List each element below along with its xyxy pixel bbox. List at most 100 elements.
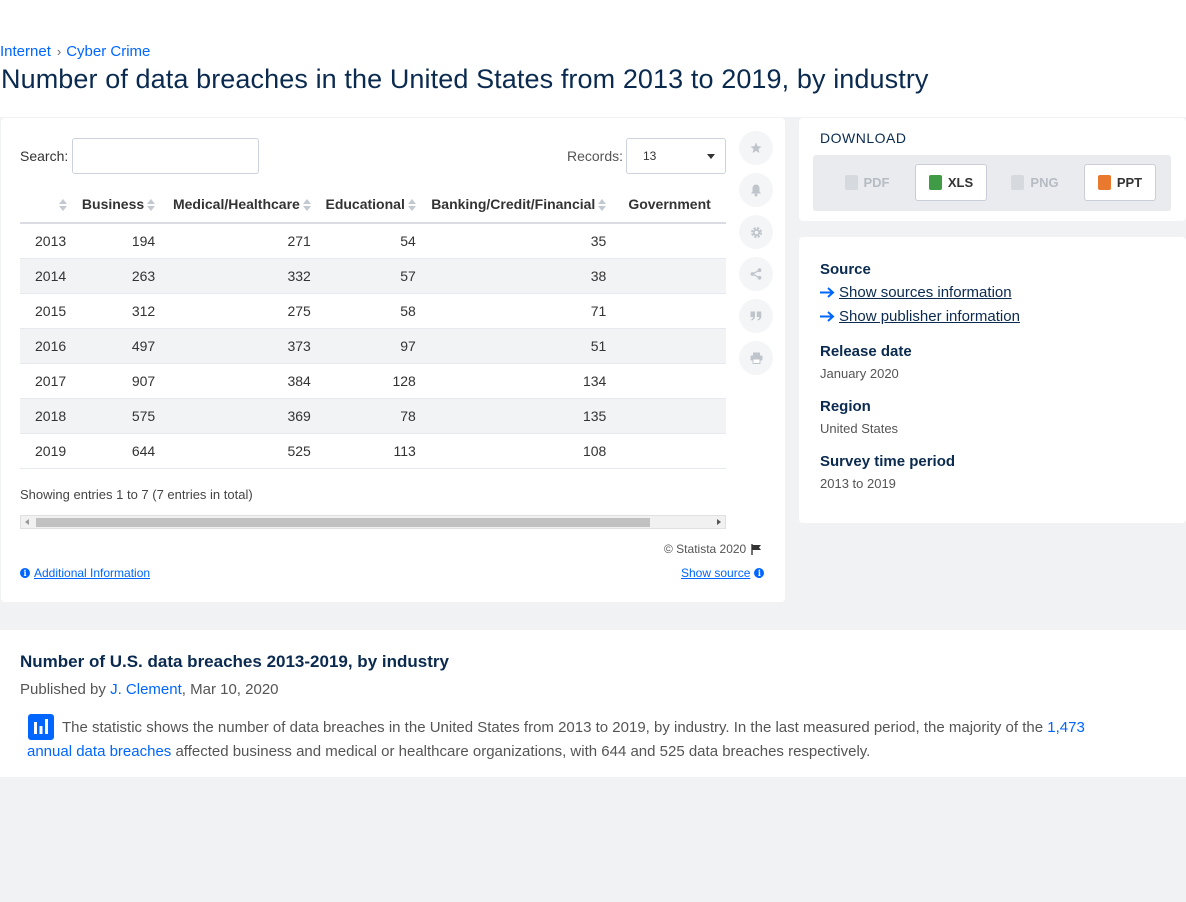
scrollbar-thumb[interactable] xyxy=(36,518,650,527)
table-cell: 194 xyxy=(79,223,168,259)
arrow-right-icon xyxy=(820,311,835,322)
share-button[interactable] xyxy=(739,257,773,291)
annual-breaches-link[interactable]: 1,473 annual data breaches xyxy=(27,719,1085,760)
table-cell: 128 xyxy=(322,363,428,399)
show-publisher-label: Show publisher information xyxy=(839,308,1020,325)
records-select-value: 13 xyxy=(643,149,657,163)
table-header-row: Business Medical/Healthcare Educational … xyxy=(20,186,726,224)
table-row: 2016 497 373 97 51 xyxy=(20,328,726,364)
arrow-right-icon xyxy=(820,287,835,298)
sort-icon xyxy=(407,199,416,212)
info-icon: i xyxy=(20,568,30,578)
download-png-button[interactable]: PNG xyxy=(999,164,1071,201)
settings-button[interactable] xyxy=(739,215,773,249)
xls-file-icon xyxy=(928,175,942,190)
records-select[interactable]: 13 xyxy=(626,138,726,174)
table-cell: 332 xyxy=(167,258,323,294)
table-cell: 71 xyxy=(427,293,619,329)
download-xls-button[interactable]: XLS xyxy=(915,164,987,201)
table-cell: 58 xyxy=(322,293,428,329)
download-png-label: PNG xyxy=(1030,175,1059,190)
table-cell: 271 xyxy=(167,223,323,259)
page-title: Number of data breaches in the United St… xyxy=(1,64,929,94)
table-cell xyxy=(618,293,726,329)
pdf-file-icon xyxy=(844,175,858,190)
table-row: 2015 312 275 58 71 xyxy=(20,293,726,329)
favorite-button[interactable] xyxy=(739,131,773,165)
column-header-business[interactable]: Business xyxy=(79,186,168,224)
download-xls-label: XLS xyxy=(947,175,974,190)
table-cell: 384 xyxy=(167,363,323,399)
author-link[interactable]: J. Clement xyxy=(110,681,182,698)
table-cell: 312 xyxy=(79,293,168,329)
survey-period-value: 2013 to 2019 xyxy=(820,476,896,491)
column-header-year[interactable] xyxy=(20,186,80,224)
breadcrumb: Internet › Cyber Crime xyxy=(0,43,150,60)
table-cell: 2013 xyxy=(20,223,80,259)
download-title: DOWNLOAD xyxy=(820,130,907,146)
table-cell: 134 xyxy=(427,363,619,399)
cite-button[interactable] xyxy=(739,299,773,333)
show-source-label: Show source xyxy=(681,566,751,580)
show-sources-link[interactable]: Show sources information xyxy=(820,284,1012,301)
table-cell: 2015 xyxy=(20,293,80,329)
table-cell: 2017 xyxy=(20,363,80,399)
column-header-medical[interactable]: Medical/Healthcare xyxy=(167,186,323,224)
table-cell: 57 xyxy=(322,258,428,294)
entries-summary: Showing entries 1 to 7 (7 entries in tot… xyxy=(20,487,253,502)
table-cell: 113 xyxy=(322,433,428,469)
top-band xyxy=(0,0,1186,117)
search-input[interactable] xyxy=(72,138,259,174)
download-button-bar: PDF XLS PNG PPT xyxy=(813,155,1171,211)
scroll-right-icon[interactable] xyxy=(717,519,721,525)
sort-icon xyxy=(147,199,156,212)
caret-down-icon xyxy=(707,154,715,159)
breadcrumb-internet[interactable]: Internet xyxy=(0,43,51,60)
table-cell: 108 xyxy=(427,433,619,469)
table-cell: 497 xyxy=(79,328,168,364)
show-publisher-link[interactable]: Show publisher information xyxy=(820,308,1020,325)
table-cell xyxy=(618,433,726,469)
sort-icon xyxy=(59,199,68,212)
notification-button[interactable] xyxy=(739,173,773,207)
table-cell: 2014 xyxy=(20,258,80,294)
table-cell: 97 xyxy=(322,328,428,364)
download-ppt-button[interactable]: PPT xyxy=(1084,164,1156,201)
scroll-left-icon[interactable] xyxy=(25,519,29,525)
download-pdf-button[interactable]: PDF xyxy=(831,164,903,201)
description-title: Number of U.S. data breaches 2013-2019, … xyxy=(20,652,449,671)
sort-icon xyxy=(302,199,311,212)
table-cell: 38 xyxy=(427,258,619,294)
download-panel: DOWNLOAD PDF XLS PNG PPT xyxy=(799,118,1186,221)
table-row: 2013 194 271 54 35 xyxy=(20,223,726,259)
table-cell: 2018 xyxy=(20,398,80,434)
download-pdf-label: PDF xyxy=(863,175,890,190)
show-source-link[interactable]: Show source i xyxy=(681,566,765,580)
table-cell: 35 xyxy=(427,223,619,259)
flag-icon[interactable] xyxy=(751,543,762,555)
description-panel: Number of U.S. data breaches 2013-2019, … xyxy=(0,630,1186,777)
column-header-banking[interactable]: Banking/Credit/Financial xyxy=(427,186,619,224)
release-date-value: January 2020 xyxy=(820,366,899,381)
chevron-right-icon: › xyxy=(56,44,62,59)
column-header-government[interactable]: Government xyxy=(618,186,726,224)
breadcrumb-cyber-crime[interactable]: Cyber Crime xyxy=(66,43,151,60)
print-button[interactable] xyxy=(739,341,773,375)
table-cell xyxy=(618,328,726,364)
download-ppt-label: PPT xyxy=(1116,175,1143,190)
additional-information-label: Additional Information xyxy=(34,566,151,580)
copyright-text: © Statista 2020 xyxy=(664,542,747,556)
table-cell: 135 xyxy=(427,398,619,434)
png-file-icon xyxy=(1011,175,1025,190)
table-cell: 54 xyxy=(322,223,428,259)
additional-information-link[interactable]: i Additional Information xyxy=(20,566,150,580)
copyright: © Statista 2020 xyxy=(664,542,762,556)
table-row: 2019 644 525 113 108 xyxy=(20,433,726,469)
table-cell: 525 xyxy=(167,433,323,469)
ppt-file-icon xyxy=(1097,175,1111,190)
region-heading: Region xyxy=(820,398,871,415)
published-prefix: Published by xyxy=(20,681,106,698)
column-header-educational[interactable]: Educational xyxy=(322,186,428,224)
table-row: 2014 263 332 57 38 xyxy=(20,258,726,294)
horizontal-scrollbar[interactable] xyxy=(20,515,726,529)
